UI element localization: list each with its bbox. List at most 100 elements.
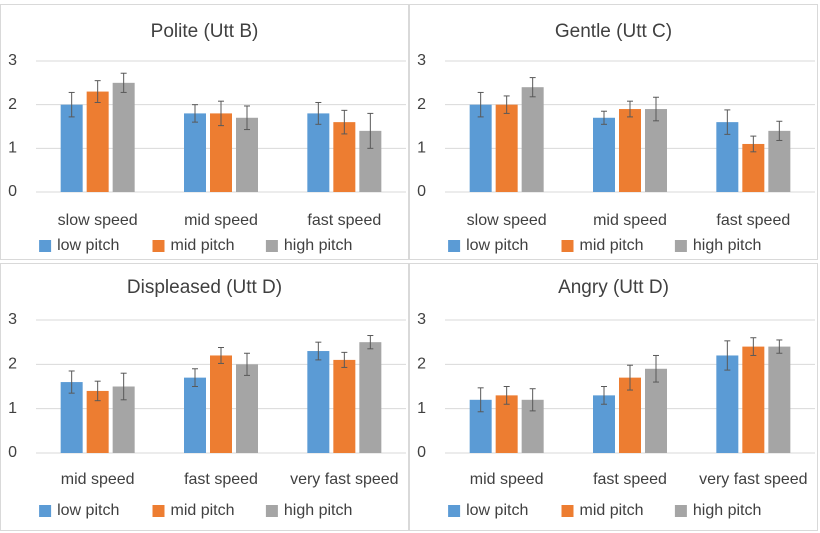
bar xyxy=(469,399,492,453)
chart-svg: Angry (Utt D) 0 1 2 3 mid speed fast speed very… xyxy=(417,277,815,519)
bar xyxy=(307,113,330,192)
category-label: mid speed xyxy=(61,471,135,488)
bar xyxy=(716,122,739,192)
y-tick-label: 2 xyxy=(417,96,426,113)
legend-label: low pitch xyxy=(57,237,119,254)
bar xyxy=(768,346,791,453)
legend-swatch xyxy=(674,240,687,252)
bar xyxy=(333,122,356,192)
legend-swatch xyxy=(448,505,461,517)
legend-label: high pitch xyxy=(693,237,762,254)
chart-title: Polite (Utt B) xyxy=(151,21,259,42)
chart-title: Angry (Utt D) xyxy=(558,277,669,298)
y-tick-label: 2 xyxy=(417,356,426,373)
bar xyxy=(112,386,135,453)
legend-label: high pitch xyxy=(284,502,353,519)
bar xyxy=(495,104,518,192)
legend-label: low pitch xyxy=(57,502,119,519)
bar xyxy=(742,143,765,192)
legend-swatch xyxy=(39,240,52,252)
legend-label: mid pitch xyxy=(580,502,644,519)
category-label: mid speed xyxy=(470,471,544,488)
chart-svg: Gentle (Utt C) 0 1 2 3 slow speed mid speed fas… xyxy=(417,21,815,254)
y-tick-label: 1 xyxy=(8,400,17,417)
category-label: mid speed xyxy=(184,212,258,229)
y-tick-label: 0 xyxy=(417,444,426,461)
legend-swatch xyxy=(561,505,574,517)
bar xyxy=(359,130,382,192)
bar xyxy=(307,351,330,453)
y-tick-label: 1 xyxy=(8,140,17,157)
bar xyxy=(86,91,109,192)
bar xyxy=(210,113,232,192)
y-tick-label: 2 xyxy=(8,96,17,113)
y-tick-label: 0 xyxy=(8,444,17,461)
category-label: fast speed xyxy=(716,212,790,229)
legend-swatch xyxy=(561,240,574,252)
bar xyxy=(768,130,791,192)
category-label: fast speed xyxy=(593,471,667,488)
bar xyxy=(619,109,641,192)
bar xyxy=(619,377,641,453)
category-label: very fast speed xyxy=(290,471,399,488)
bar xyxy=(495,395,518,453)
y-tick-label: 1 xyxy=(417,400,426,417)
legend-label: high pitch xyxy=(284,237,353,254)
bar xyxy=(359,342,382,453)
y-tick-label: 1 xyxy=(417,140,426,157)
category-label: fast speed xyxy=(307,212,381,229)
y-tick-label: 3 xyxy=(417,52,426,69)
bar xyxy=(593,395,615,453)
y-tick-label: 3 xyxy=(417,311,426,328)
chart-title: Gentle (Utt C) xyxy=(555,21,672,42)
category-label: slow speed xyxy=(467,212,547,229)
bar xyxy=(112,82,135,192)
chart-svg: Polite (Utt B) 0 1 2 3 slow speed mid speed fas… xyxy=(8,21,406,254)
bar xyxy=(184,377,206,453)
chart-panel-angry: Angry (Utt D) 0 1 2 3 mid speed fast speed very… xyxy=(409,263,818,531)
bar xyxy=(60,104,83,192)
bar xyxy=(521,399,544,453)
bar xyxy=(469,104,492,192)
bar xyxy=(60,382,83,453)
legend-swatch xyxy=(152,240,165,252)
bar xyxy=(236,117,258,192)
legend-swatch xyxy=(265,240,278,252)
category-label: mid speed xyxy=(593,212,667,229)
y-tick-label: 2 xyxy=(8,356,17,373)
legend-swatch xyxy=(448,240,461,252)
bar xyxy=(236,364,258,453)
legend-label: mid pitch xyxy=(580,237,644,254)
chart-panel-displeased: Displeased (Utt D) 0 1 2 3 mid speed fast spee… xyxy=(0,263,409,531)
bar xyxy=(86,390,109,453)
y-tick-label: 0 xyxy=(8,183,17,200)
y-tick-label: 3 xyxy=(8,311,17,328)
chart-title: Displeased (Utt D) xyxy=(127,277,282,298)
chart-panel-gentle: Gentle (Utt C) 0 1 2 3 slow speed mid speed fas… xyxy=(409,4,818,260)
bar xyxy=(742,346,765,453)
legend-label: low pitch xyxy=(466,502,528,519)
bar xyxy=(716,355,739,453)
chart-panel-polite: Polite (Utt B) 0 1 2 3 slow speed mid speed fas… xyxy=(0,4,409,260)
bar xyxy=(593,117,615,192)
y-tick-label: 3 xyxy=(8,52,17,69)
category-label: slow speed xyxy=(58,212,138,229)
legend-label: high pitch xyxy=(693,502,762,519)
chart-svg: Displeased (Utt D) 0 1 2 3 mid speed fast spee… xyxy=(8,277,406,519)
legend-swatch xyxy=(152,505,165,517)
legend-swatch xyxy=(674,505,687,517)
legend-label: mid pitch xyxy=(171,502,235,519)
bar xyxy=(210,355,232,453)
legend-label: low pitch xyxy=(466,237,528,254)
bar xyxy=(645,368,667,453)
bar xyxy=(521,87,544,192)
y-tick-label: 0 xyxy=(417,183,426,200)
bar xyxy=(333,359,356,453)
legend-label: mid pitch xyxy=(171,237,235,254)
bar xyxy=(184,113,206,192)
bar xyxy=(645,109,667,192)
legend-swatch xyxy=(39,505,52,517)
category-label: fast speed xyxy=(184,471,258,488)
legend-swatch xyxy=(265,505,278,517)
category-label: very fast speed xyxy=(699,471,808,488)
